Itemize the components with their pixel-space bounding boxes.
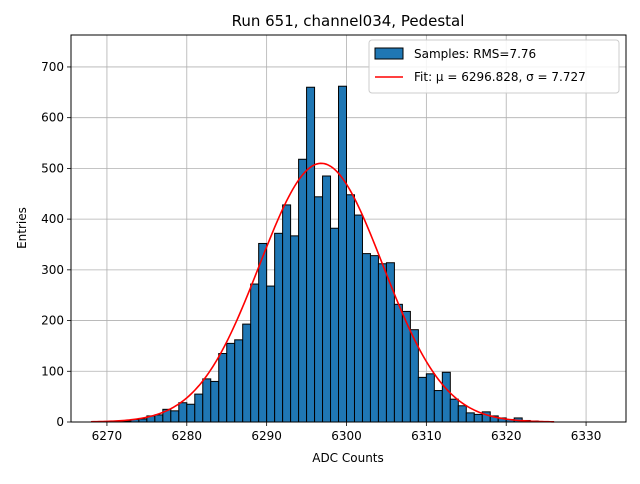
x-tick-label: 6290 [251,429,282,443]
y-tick-label: 300 [41,263,64,277]
histogram-bar [282,204,292,423]
plot-frame [70,34,627,423]
histogram-bar [178,402,188,423]
fit-curve-group [90,162,555,423]
histogram-bar [170,410,180,423]
histogram-bar [361,253,371,423]
legend: Samples: RMS=7.76 Fit: μ = 6296.828, σ =… [368,39,620,94]
histogram-bar [186,403,196,423]
histogram-bar [457,405,467,423]
histogram-bar [226,342,236,423]
y-tick-label: 600 [41,111,64,125]
histogram-bar [234,339,244,423]
x-tick-label: 6320 [491,429,522,443]
y-axis-ticks: 0 100 200 300 400 500 600 700 [41,60,71,429]
histogram-bar [473,413,483,423]
histogram-bar [369,255,379,423]
histogram-bar [385,262,395,423]
histogram-bar [250,283,260,423]
x-tick-label: 6270 [92,429,123,443]
histogram-bar [210,380,220,423]
histogram-bar [353,214,363,423]
x-axis-ticks: 6270 6280 6290 6300 6310 6320 6330 [92,422,602,443]
chart-title: Run 651, channel034, Pedestal [232,12,465,30]
histogram-bar [338,85,348,423]
histogram-bar [314,196,324,423]
x-tick-label: 6310 [411,429,442,443]
histogram-bar [330,227,340,423]
histogram-bar [218,353,228,423]
y-tick-label: 0 [56,415,64,429]
histogram-bar [449,398,459,423]
histogram-bar [242,323,252,423]
histogram-bar [465,412,475,423]
y-tick-label: 200 [41,314,64,328]
x-tick-label: 6280 [172,429,203,443]
fit-curve [90,162,555,423]
y-tick-label: 100 [41,364,64,378]
histogram-bar [393,303,403,423]
legend-histogram-label: Samples: RMS=7.76 [414,47,536,61]
legend-histogram-swatch [374,47,404,60]
histogram-bar [194,393,204,423]
histogram-bar [441,371,451,423]
y-tick-label: 500 [41,161,64,175]
y-tick-label: 400 [41,212,64,226]
histogram-bar [202,378,212,423]
histogram-bar [290,235,300,423]
histogram-bar [306,86,316,423]
x-axis-label: ADC Counts [312,451,384,465]
legend-box [368,39,620,94]
x-tick-label: 6330 [571,429,602,443]
histogram-bar [322,175,332,423]
histogram-bar [377,263,387,423]
legend-fit-label: Fit: μ = 6296.828, σ = 7.727 [414,70,586,84]
histogram-bar [417,376,427,423]
histogram-bar [258,242,268,423]
histogram-bar [154,414,164,423]
y-tick-label: 700 [41,60,64,74]
histogram-bar [346,194,355,423]
x-tick-label: 6300 [331,429,362,443]
histogram-bar [266,285,276,423]
histogram-bar [425,373,435,423]
histogram-bar [433,390,443,423]
histogram-bars [114,85,539,423]
histogram-bar [298,158,308,423]
histogram-bar [274,232,284,423]
y-axis-label: Entries [15,207,29,249]
